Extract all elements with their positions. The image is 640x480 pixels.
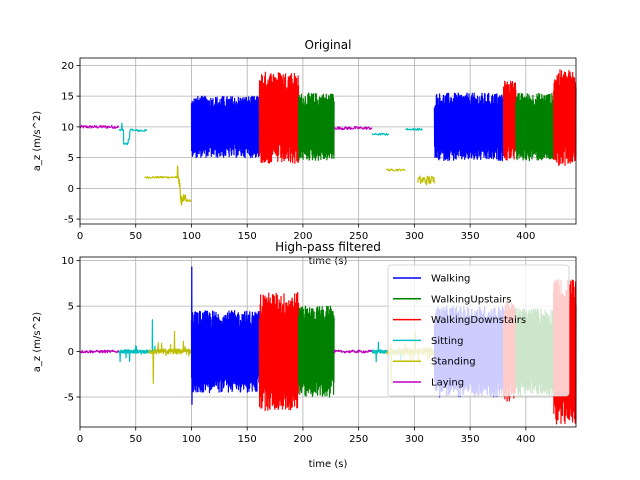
filtered-xtick-label: 250 [349,434,368,445]
original-xtick-label: 150 [238,231,257,242]
original-xtick-label: 350 [461,231,480,242]
legend-box [387,264,570,397]
filtered-series-segment-standing [148,330,193,384]
original-xtick-label: 0 [77,231,83,242]
legend: Walking WalkingUpstairs WalkingDownstairs S… [387,264,570,397]
original-series-segment-standing [417,175,435,186]
filtered-ytick-label: 10 [61,256,74,267]
filtered-series-segment-sitting [118,345,148,363]
filtered-series-segment-walkingdownstairs [258,291,300,412]
original-series-segment-laying [334,126,373,131]
filtered-series-segment-walkingupstairs [297,305,335,398]
original-series-segment-sitting [405,127,423,131]
original-series-segment-standing [144,175,176,179]
original-series-segment-walkingupstairs [515,92,555,162]
original-xtick-label: 300 [405,231,424,242]
original-frame [79,57,577,225]
legend-label-walkingupstairs: WalkingUpstairs [431,294,511,305]
filtered-xtick-label: 200 [293,434,312,445]
filtered-series-segment-laying [333,349,373,354]
filtered-xtick-label: 100 [182,434,201,445]
original-ytick-label: 5 [68,153,74,164]
original-ytick-label: 20 [61,61,74,72]
filtered-ytick-label: 5 [68,302,74,313]
original-series-segment-walkingupstairs [297,92,335,161]
original-ytick-label: 15 [61,92,74,103]
original-series-segment-walkingdownstairs [553,69,577,166]
filtered-axes: 0 50 100 150 200 250 300 350 400 -5 0 5 10 High-pass… [32,240,577,470]
legend-label-walkingdownstairs: WalkingDownstairs [431,315,526,326]
legend-label-sitting: Sitting [431,336,463,347]
original-xtick-label: 200 [293,231,312,242]
filtered-xtick-label: 150 [238,434,257,445]
original-title: Original [305,38,352,52]
legend-label-standing: Standing [431,357,476,368]
filtered-ylabel: a_z (m/s^2) [32,312,43,373]
original-xtick-label: 100 [182,231,201,242]
original-xtick-label: 50 [129,231,142,242]
original-series-segment-walkingdownstairs [503,80,517,161]
filtered-series-segment-laying [79,349,120,354]
filtered-ytick-label: -5 [64,393,74,404]
original-xlabel: time (s) [309,256,348,267]
filtered-frame [79,256,577,428]
filtered-series-segment-walking [190,266,261,405]
filtered-xtick-label: 50 [129,434,142,445]
filtered-xtick-label: 0 [77,434,83,445]
filtered-xtick-label: 350 [461,434,480,445]
original-series-segment-standing [385,168,406,172]
original-series-segment-walkingdownstairs [258,71,300,164]
original-xtick-label: 400 [516,231,535,242]
filtered-xlabel: time (s) [309,459,348,470]
original-series-segment-sitting [371,132,390,136]
original-ytick-label: 0 [68,184,74,195]
original-series-segment-sitting [118,122,134,146]
legend-label-walking: Walking [431,274,470,285]
filtered-ytick-label: 0 [68,347,74,358]
filtered-xtick-label: 400 [516,434,535,445]
original-series-segment-walking [190,95,261,159]
legend-label-laying: Laying [431,378,464,389]
original-series-segment-sitting [133,128,148,133]
original-xtick-label: 250 [349,231,368,242]
original-ytick-label: -5 [64,215,74,226]
original-series-segment-walking [433,92,505,162]
filtered-xtick-label: 300 [405,434,424,445]
original-ytick-label: 10 [61,122,74,133]
filtered-title: High-pass filtered [275,240,381,254]
original-series-segment-standing [174,165,192,206]
original-series-segment-laying [79,124,120,129]
original-data [79,69,577,206]
filtered-ticks: 0 50 100 150 200 250 300 350 400 -5 0 5 10 [61,256,535,445]
original-ylabel: a_z (m/s^2) [32,111,43,172]
legend-entries: Walking WalkingUpstairs WalkingDownstairs S… [393,274,526,389]
